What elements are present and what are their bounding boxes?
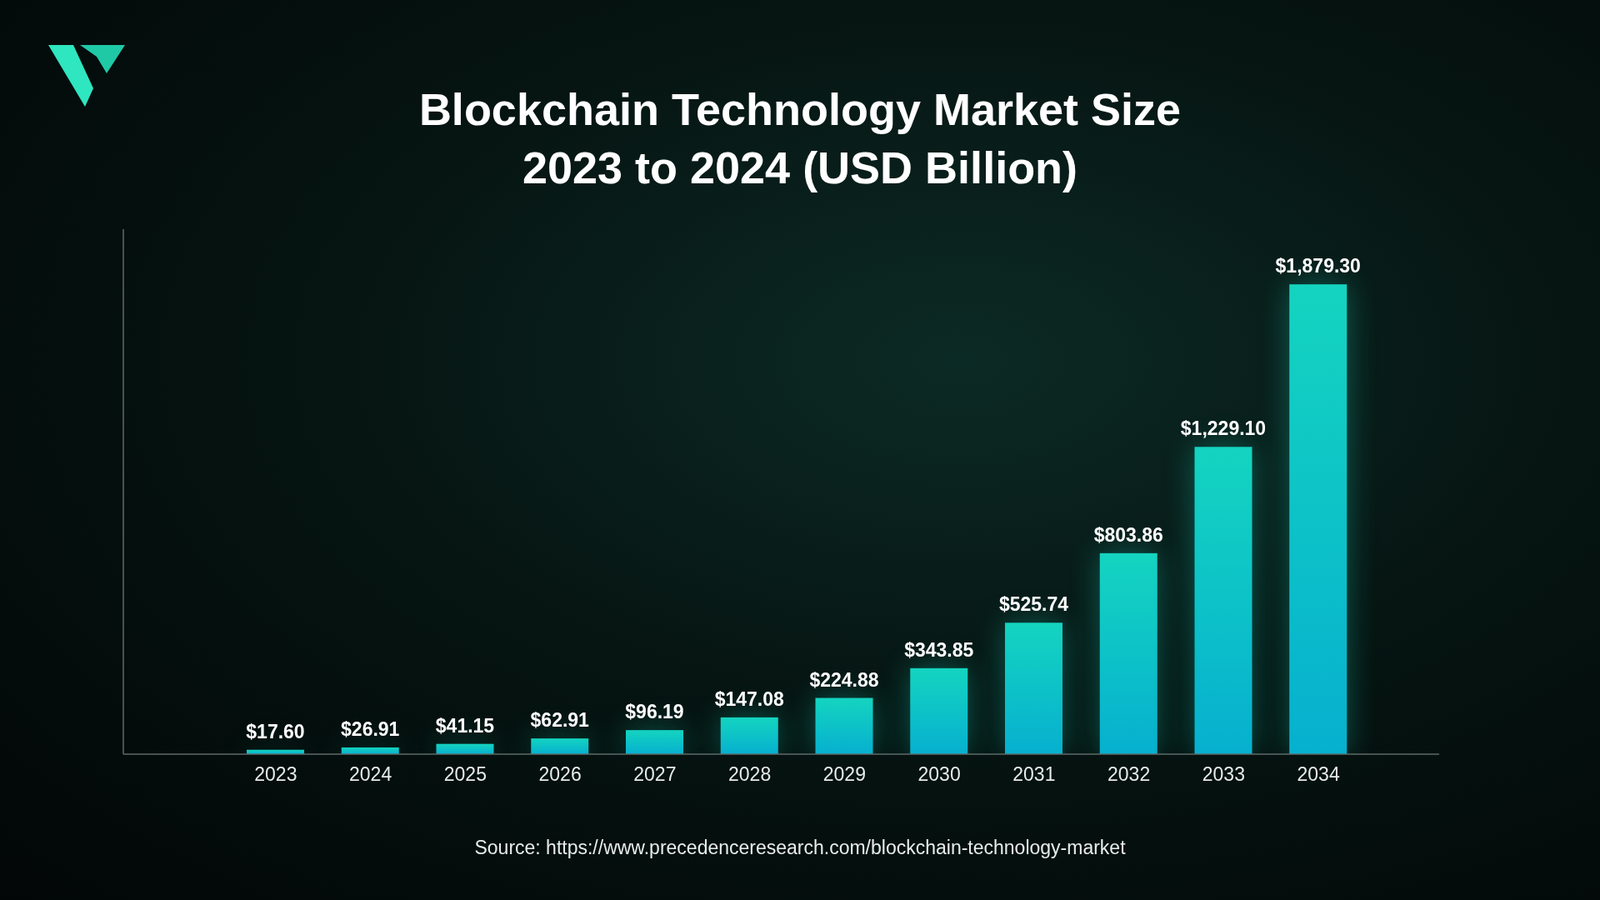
- html-text:2023 to 2024 (USD Billion): 2023 to 2024 (USD Billion): [522, 142, 1078, 193]
- svg-text:$224.88: $224.88: [809, 669, 879, 691]
- svg-text:2032: 2032: [1107, 763, 1150, 785]
- html-text:Blockchain Technology Market S: Blockchain Technology Market Size: [419, 84, 1181, 135]
- svg-text:2026: 2026: [539, 763, 582, 785]
- svg-text:$1,229.10: $1,229.10: [1180, 417, 1266, 440]
- svg-text:2031: 2031: [1012, 763, 1055, 785]
- svg-text:$525.74: $525.74: [999, 593, 1069, 615]
- svg-text:2024: 2024: [349, 763, 392, 785]
- svg-text:2029: 2029: [823, 763, 866, 785]
- svg-text:$41.15: $41.15: [435, 715, 495, 737]
- svg-text:$62.91: $62.91: [530, 709, 590, 731]
- html-text:Source: https://www.precedence: Source: https://www.precedenceresearch.c…: [474, 836, 1126, 859]
- svg-text:2033: 2033: [1202, 763, 1245, 785]
- svg-text:$1,879.30: $1,879.30: [1275, 255, 1361, 277]
- svg-text:2028: 2028: [728, 763, 771, 785]
- svg-text:$343.85: $343.85: [904, 639, 974, 661]
- svg-text:$147.08: $147.08: [715, 688, 785, 710]
- svg-text:2030: 2030: [918, 763, 961, 785]
- svg-text:$26.91: $26.91: [340, 718, 400, 740]
- svg-text:$96.19: $96.19: [625, 700, 684, 723]
- svg-text:$17.60: $17.60: [245, 720, 305, 743]
- svg-text:2025: 2025: [444, 763, 487, 785]
- svg-text:2023: 2023: [254, 763, 297, 785]
- svg-text:2034: 2034: [1297, 763, 1340, 785]
- svg-text:$803.86: $803.86: [1094, 524, 1164, 546]
- svg-text:2027: 2027: [633, 763, 676, 785]
